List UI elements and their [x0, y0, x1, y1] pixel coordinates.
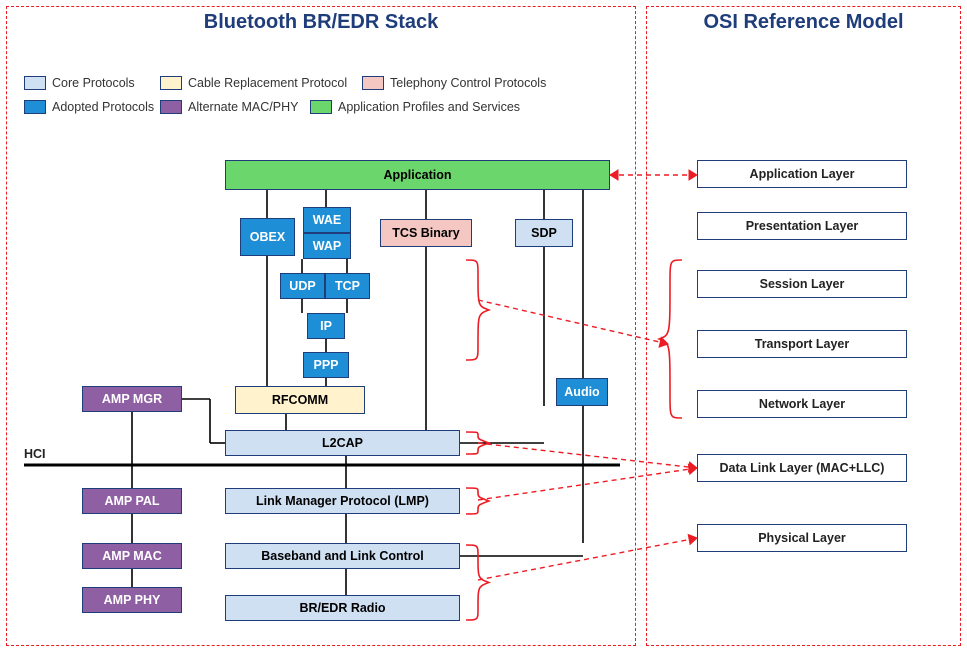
- osi-layer: Transport Layer: [697, 330, 907, 358]
- box-ampphy: AMP PHY: [82, 587, 182, 613]
- legend-label: Telephony Control Protocols: [390, 76, 546, 90]
- box-obex: OBEX: [240, 218, 295, 256]
- legend-swatch: [160, 100, 182, 114]
- legend-item: Core Protocols: [24, 76, 135, 90]
- osi-layer: Session Layer: [697, 270, 907, 298]
- box-tcsbin: TCS Binary: [380, 219, 472, 247]
- box-udp: UDP: [280, 273, 325, 299]
- legend-swatch: [24, 76, 46, 90]
- box-lmp: Link Manager Protocol (LMP): [225, 488, 460, 514]
- legend-item: Telephony Control Protocols: [362, 76, 546, 90]
- legend-item: Alternate MAC/PHY: [160, 100, 298, 114]
- box-amppal: AMP PAL: [82, 488, 182, 514]
- legend-swatch: [362, 76, 384, 90]
- box-rfcomm: RFCOMM: [235, 386, 365, 414]
- hci-label: HCI: [24, 447, 46, 461]
- left-panel-title: Bluetooth BR/EDR Stack: [7, 11, 635, 34]
- legend-label: Application Profiles and Services: [338, 100, 520, 114]
- box-audio: Audio: [556, 378, 608, 406]
- osi-layer: Presentation Layer: [697, 212, 907, 240]
- box-ampmgr: AMP MGR: [82, 386, 182, 412]
- osi-layer: Network Layer: [697, 390, 907, 418]
- box-wap: WAP: [303, 233, 351, 259]
- box-tcp: TCP: [325, 273, 370, 299]
- legend-label: Alternate MAC/PHY: [188, 100, 298, 114]
- box-ip: IP: [307, 313, 345, 339]
- box-radio: BR/EDR Radio: [225, 595, 460, 621]
- legend-label: Core Protocols: [52, 76, 135, 90]
- osi-layer: Application Layer: [697, 160, 907, 188]
- legend-item: Application Profiles and Services: [310, 100, 520, 114]
- right-panel-title: OSI Reference Model: [647, 11, 960, 34]
- box-application: Application: [225, 160, 610, 190]
- legend-item: Adopted Protocols: [24, 100, 154, 114]
- legend-swatch: [310, 100, 332, 114]
- box-l2cap: L2CAP: [225, 430, 460, 456]
- box-wae: WAE: [303, 207, 351, 233]
- box-ppp: PPP: [303, 352, 349, 378]
- osi-layer: Data Link Layer (MAC+LLC): [697, 454, 907, 482]
- osi-layer: Physical Layer: [697, 524, 907, 552]
- legend-label: Cable Replacement Protocol: [188, 76, 347, 90]
- box-sdp: SDP: [515, 219, 573, 247]
- legend-swatch: [24, 100, 46, 114]
- box-baseband: Baseband and Link Control: [225, 543, 460, 569]
- box-ampmac: AMP MAC: [82, 543, 182, 569]
- legend-label: Adopted Protocols: [52, 100, 154, 114]
- legend-item: Cable Replacement Protocol: [160, 76, 347, 90]
- legend-swatch: [160, 76, 182, 90]
